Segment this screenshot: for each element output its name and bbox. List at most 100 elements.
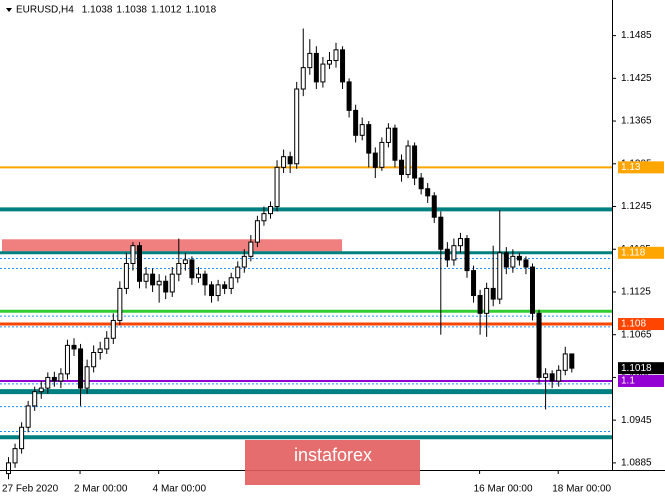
title-open: 1.1038 <box>82 5 113 16</box>
candle-body <box>307 52 313 69</box>
candle-body <box>425 188 431 197</box>
level-tag: 1.1 <box>621 376 635 387</box>
level-tag-box <box>618 318 664 331</box>
candle-body <box>130 245 136 264</box>
title-close: 1.1018 <box>186 5 217 16</box>
candle-body <box>123 262 129 289</box>
price-tag-box <box>618 362 664 375</box>
y-tick-label: 1.0945 <box>621 415 652 426</box>
candle-body <box>45 376 51 389</box>
candle-body <box>222 284 228 289</box>
chart-layers: 1.14851.14251.13651.13051.12451.11851.11… <box>0 28 664 495</box>
candle-body <box>228 277 234 289</box>
candle-body <box>287 156 293 165</box>
candle-body <box>248 241 254 257</box>
watermark: instaforex <box>294 445 372 465</box>
candle-body <box>189 259 195 279</box>
candle-body <box>19 426 25 450</box>
candle-body <box>281 156 287 168</box>
candle-body <box>549 373 555 382</box>
y-tick-label: 1.1245 <box>621 201 652 212</box>
candle-body <box>523 259 529 268</box>
candle-body <box>32 391 38 407</box>
candle-body <box>471 270 477 297</box>
candle-body <box>51 376 57 382</box>
candle-body <box>71 344 77 350</box>
candle-body <box>359 124 365 136</box>
level-tag-box <box>618 246 664 259</box>
y-tick-label: 1.1065 <box>621 329 652 340</box>
candle-body <box>451 245 457 261</box>
candle-body <box>562 353 568 371</box>
candle-body <box>254 220 260 243</box>
title-low: 1.1012 <box>151 5 182 16</box>
watermark-box <box>245 440 420 485</box>
candle-body <box>97 348 103 353</box>
level-tag: 1.13 <box>621 162 641 173</box>
plot: 1.14851.14251.13651.13051.12451.11851.11… <box>0 28 664 495</box>
candle-body <box>117 287 123 321</box>
candle-body <box>84 366 90 389</box>
candle-body <box>104 337 110 350</box>
candle-body <box>215 284 221 297</box>
candle-body <box>353 109 359 136</box>
y-tick-label: 1.1485 <box>621 30 652 41</box>
level-tag: 1.118 <box>621 247 646 258</box>
candle-body <box>431 195 437 218</box>
candle-body <box>399 159 404 175</box>
candle-body <box>412 145 418 179</box>
candle-body <box>340 49 346 83</box>
candle-body <box>137 245 142 282</box>
candle-body <box>516 255 522 261</box>
candle-body <box>326 60 332 65</box>
candle-body <box>457 238 463 247</box>
symbol-arrow <box>6 8 12 12</box>
candle-body <box>503 252 509 268</box>
candle-body <box>38 387 44 393</box>
candle-body <box>241 255 247 268</box>
candle-body <box>294 88 300 165</box>
y-tick-label: 1.1125 <box>621 287 651 298</box>
candle-body <box>202 273 208 286</box>
candle-body <box>405 145 411 175</box>
y-tick-label: 1.1365 <box>621 116 652 127</box>
candle-body <box>91 352 97 368</box>
candle-body <box>313 52 319 83</box>
candle-body <box>392 127 398 161</box>
candle-body <box>182 259 188 264</box>
x-tick-label: 16 Mar 00:00 <box>474 484 533 495</box>
candle-body <box>379 141 385 168</box>
candle-body <box>484 287 490 314</box>
candle-body <box>444 248 450 261</box>
price-tag: 1.1018 <box>621 363 652 374</box>
candle-body <box>143 273 149 282</box>
candle-body <box>497 252 503 300</box>
zone <box>2 239 343 252</box>
candle-body <box>25 405 31 428</box>
candle-body <box>209 284 215 297</box>
candle-body <box>169 273 175 293</box>
candle-body <box>156 280 162 286</box>
candle-body <box>58 373 64 382</box>
candle-body <box>78 348 84 389</box>
candle-body <box>150 273 156 286</box>
level-tag: 1.108 <box>621 319 646 330</box>
candle-body <box>464 238 470 272</box>
candle-body <box>261 213 267 222</box>
candle-body <box>385 127 391 143</box>
candle-body <box>536 312 542 378</box>
y-tick-label: 1.0885 <box>621 458 652 469</box>
candle-body <box>163 280 169 293</box>
candle-body <box>372 152 378 168</box>
level-tag-box <box>618 374 664 387</box>
candle-body <box>333 49 339 62</box>
candle-body <box>320 63 326 83</box>
candle-body <box>556 369 562 382</box>
candle-body <box>235 266 241 279</box>
candle-body <box>569 353 575 369</box>
candle-body <box>418 177 424 190</box>
candle-body <box>477 295 483 314</box>
candle-body <box>438 216 444 250</box>
title-high: 1.1038 <box>116 5 147 16</box>
candle-body <box>64 344 70 375</box>
